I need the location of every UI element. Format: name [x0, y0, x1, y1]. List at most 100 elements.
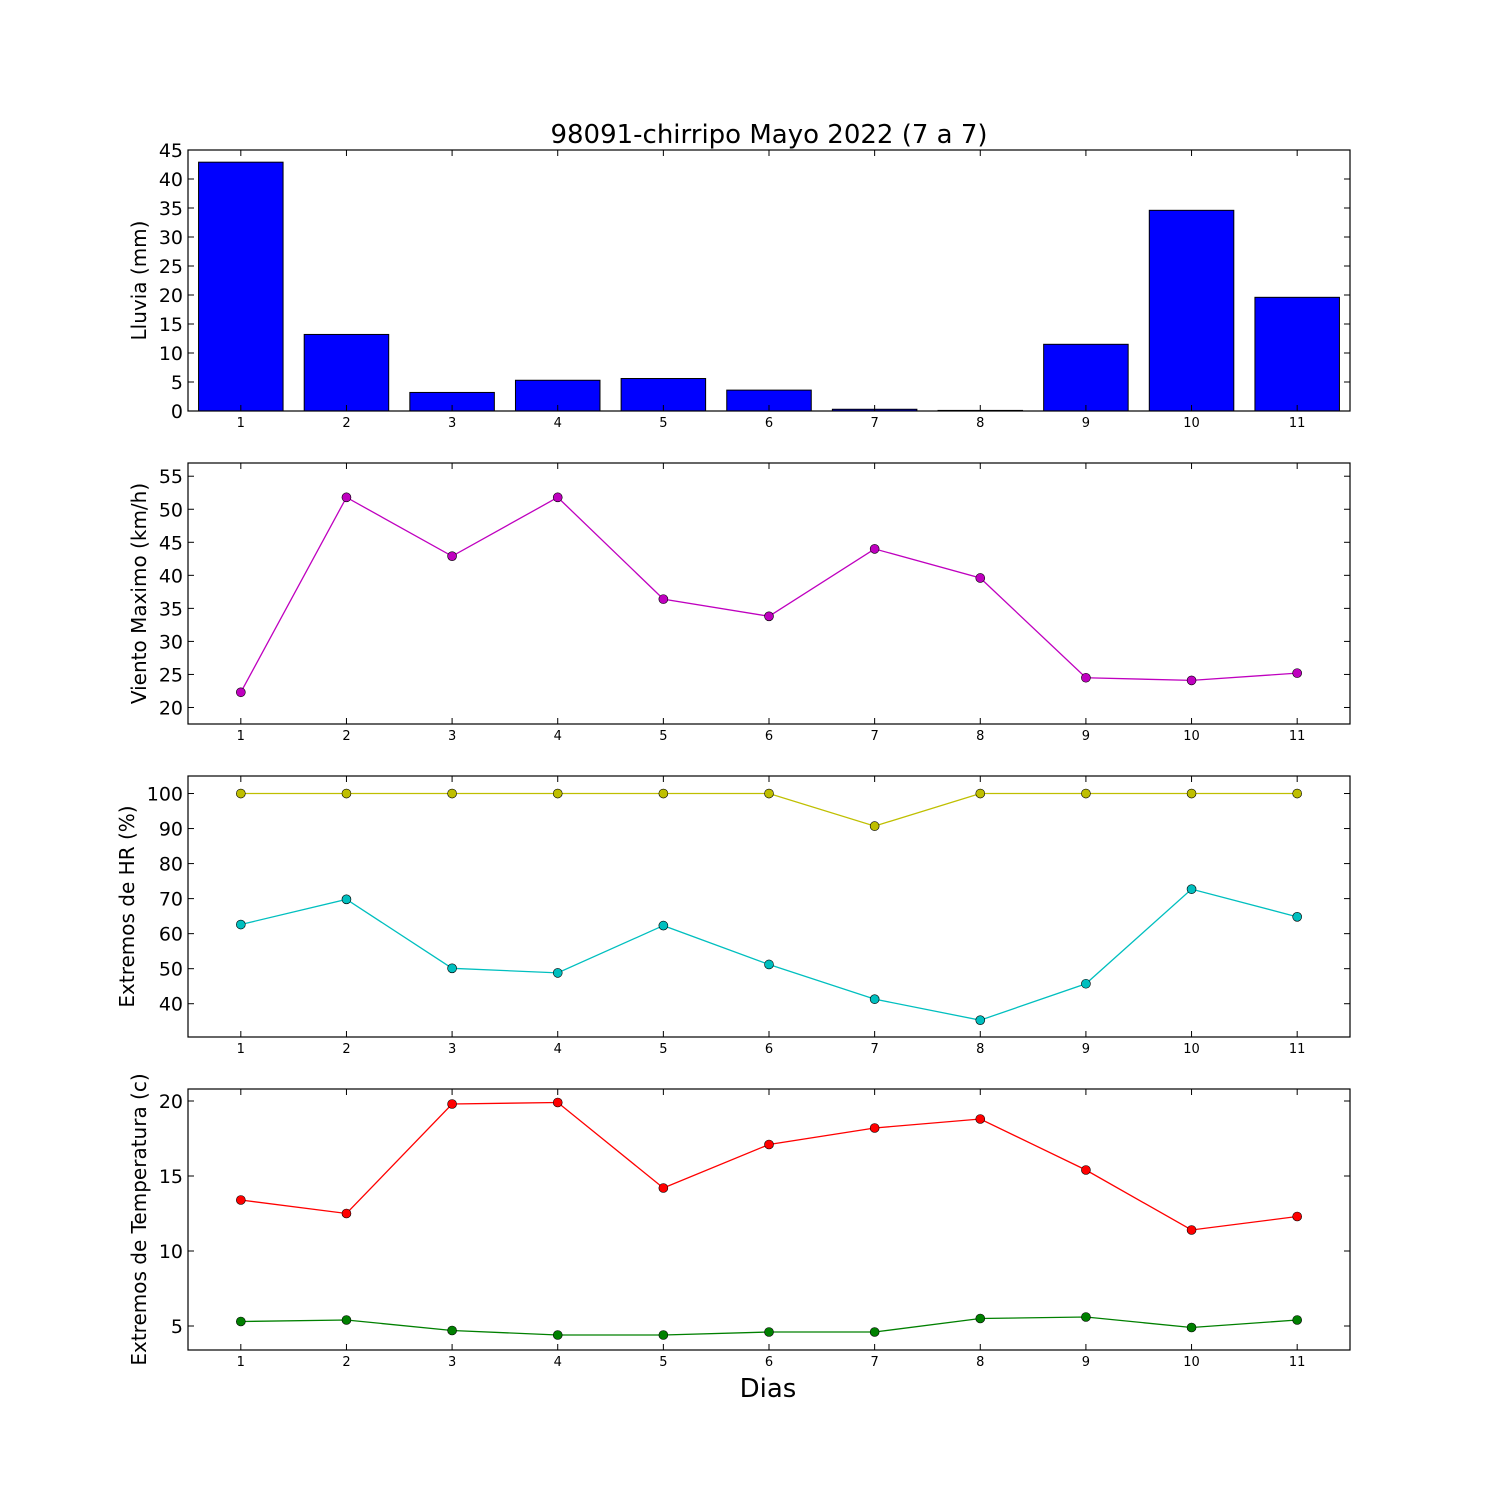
x-tick-label: 6 [765, 416, 773, 431]
x-tick-label: 11 [1289, 416, 1306, 431]
x-tick-label: 3 [448, 1355, 456, 1370]
x-tick-label: 7 [870, 1355, 878, 1370]
bar-2 [303, 333, 390, 412]
x-tick-label: 2 [342, 1355, 350, 1370]
data-point [869, 1327, 880, 1337]
plot-frame [187, 462, 1351, 725]
data-point [552, 492, 563, 503]
data-point [975, 1015, 986, 1025]
x-tick-label: 8 [976, 729, 984, 744]
data-point [341, 894, 352, 905]
y-tick-label: 25 [159, 664, 183, 686]
plot-frame [187, 1088, 1351, 1351]
y-tick-label: 40 [159, 994, 183, 1016]
y-axis-label: Extremos de HR (%) [115, 805, 139, 1007]
data-point [658, 1330, 669, 1340]
y-tick-label: 10 [159, 343, 183, 365]
y-tick-label: 40 [159, 565, 183, 587]
x-tick-label: 1 [237, 416, 245, 431]
data-point [1292, 668, 1302, 678]
data-point [1081, 672, 1091, 683]
x-tick-label: 5 [659, 416, 667, 431]
x-tick-label: 5 [659, 1042, 667, 1057]
x-tick-label: 9 [1082, 416, 1090, 431]
y-tick-label: 70 [159, 889, 183, 911]
y-tick-label: 35 [159, 198, 183, 220]
data-point [552, 968, 563, 978]
data-point [975, 1114, 986, 1124]
x-tick-label: 5 [659, 729, 667, 744]
x-tick-label: 8 [976, 1355, 984, 1370]
x-tick-label: 6 [765, 1042, 773, 1057]
y-tick-label: 55 [159, 466, 183, 488]
data-point [764, 959, 774, 970]
data-point [447, 551, 457, 561]
y-axis-label: Viento Maximo (km/h) [127, 483, 151, 704]
data-point [1292, 788, 1302, 799]
data-point [236, 687, 246, 698]
x-tick-label: 8 [976, 416, 984, 431]
y-tick-label: 20 [159, 697, 183, 719]
data-point [236, 919, 246, 930]
y-tick-label: 5 [171, 1316, 183, 1338]
data-point [447, 788, 457, 799]
y-tick-label: 25 [159, 256, 183, 278]
data-point [658, 920, 669, 931]
data-point [447, 1325, 457, 1336]
y-tick-label: 50 [159, 499, 183, 521]
y-tick-label: 20 [159, 1091, 183, 1113]
data-point [869, 994, 880, 1004]
chart-title: 98091-chirripo Mayo 2022 (7 a 7) [550, 120, 987, 150]
data-point [1081, 978, 1091, 989]
y-tick-label: 0 [171, 401, 183, 423]
panel-4: 5 10 15 20 1 2 3 4 5 6 7 8 9 10 11 Extremos de Temperat… [127, 1073, 1351, 1370]
x-tick-label: 10 [1183, 1042, 1200, 1057]
data-point [658, 1183, 669, 1193]
data-point [552, 788, 563, 799]
data-point [447, 1099, 457, 1109]
data-point [552, 1097, 563, 1108]
x-tick-label: 10 [1183, 416, 1200, 431]
data-point [236, 1195, 246, 1205]
y-tick-label: 60 [159, 924, 183, 946]
data-point [1292, 1315, 1302, 1325]
x-tick-label: 6 [765, 1355, 773, 1370]
series-line-1 [240, 792, 1298, 827]
data-point [869, 821, 880, 831]
data-point [764, 1327, 774, 1337]
data-point [1081, 1312, 1091, 1322]
y-tick-label: 5 [171, 372, 183, 394]
x-tick-label: 4 [554, 1355, 562, 1370]
x-tick-label: 3 [448, 1042, 456, 1057]
data-point [1292, 912, 1302, 922]
x-tick-label: 6 [765, 729, 773, 744]
bar-10 [1148, 209, 1235, 412]
y-tick-label: 20 [159, 285, 183, 307]
data-point [764, 1139, 774, 1150]
y-tick-label: 30 [159, 227, 183, 249]
bar-1 [198, 161, 284, 412]
x-tick-label: 2 [342, 729, 350, 744]
data-point [1186, 884, 1197, 894]
x-tick-label: 10 [1183, 1355, 1200, 1370]
x-tick-label: 5 [659, 1355, 667, 1370]
data-point [341, 492, 352, 503]
data-point [764, 788, 774, 799]
x-tick-label: 9 [1082, 1355, 1090, 1370]
data-point [1186, 788, 1197, 799]
data-point [975, 788, 986, 799]
data-point [975, 1313, 986, 1324]
y-axis-label: Extremos de Temperatura (c) [127, 1073, 151, 1365]
bar-9 [1043, 343, 1129, 412]
y-tick-label: 80 [159, 854, 183, 876]
series-line-1 [240, 1101, 1298, 1231]
y-tick-label: 50 [159, 959, 183, 981]
x-tick-label: 1 [237, 729, 245, 744]
x-tick-label: 10 [1183, 729, 1200, 744]
y-tick-label: 90 [159, 819, 183, 841]
series-line-2 [240, 888, 1298, 1021]
x-tick-label: 9 [1082, 1042, 1090, 1057]
y-tick-label: 45 [159, 140, 183, 162]
